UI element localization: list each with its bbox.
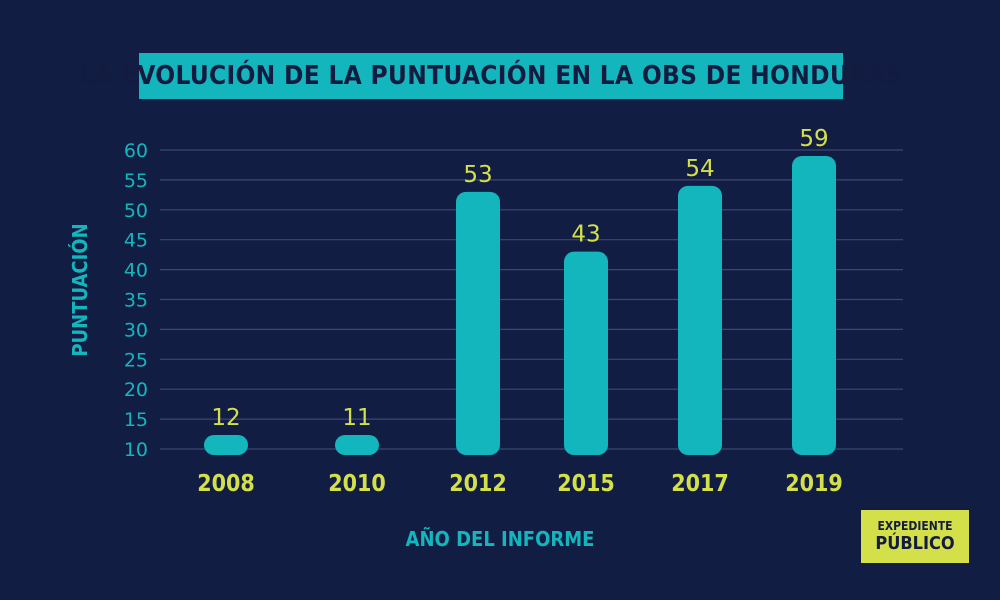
bar-value-label: 11 — [342, 405, 371, 431]
bar-value-label: 53 — [463, 162, 492, 188]
bar — [792, 155, 836, 456]
x-tick-label: 2015 — [557, 471, 615, 497]
y-tick-label: 50 — [124, 200, 148, 222]
expediente-publico-logo: EXPEDIENTE PÚBLICO — [859, 508, 971, 565]
y-tick-label: 20 — [124, 379, 148, 401]
logo-text-line1: EXPEDIENTE — [877, 519, 953, 533]
bar-value-label: 59 — [799, 126, 828, 152]
chart-title: LA EVOLUCIÓN DE LA PUNTUACIÓN EN LA OBS … — [79, 61, 903, 91]
y-tick-label: 40 — [124, 260, 148, 282]
x-axis-title: AÑO DEL INFORME — [405, 527, 595, 551]
y-tick-label: 30 — [124, 319, 148, 341]
bar-value-label: 54 — [685, 156, 714, 182]
x-tick-label: 2012 — [449, 471, 507, 497]
x-tick-label: 2010 — [328, 471, 386, 497]
y-tick-label: 10 — [124, 439, 148, 461]
bar — [456, 191, 500, 456]
x-tick-label: 2008 — [197, 471, 255, 497]
x-tick-label: 2019 — [785, 471, 843, 497]
bar — [678, 185, 722, 455]
logo-text-line2: PÚBLICO — [875, 533, 955, 554]
y-tick-label: 15 — [124, 409, 148, 431]
y-tick-label: 25 — [124, 349, 148, 371]
chart-title-banner: LA EVOLUCIÓN DE LA PUNTUACIÓN EN LA OBS … — [79, 53, 903, 99]
bar — [204, 435, 248, 455]
y-tick-label: 45 — [124, 230, 148, 252]
bar-value-label: 12 — [211, 405, 240, 431]
bar-value-label: 43 — [571, 222, 600, 248]
y-tick-label: 55 — [124, 170, 148, 192]
bar — [564, 251, 608, 455]
x-tick-label: 2017 — [671, 471, 729, 497]
bar — [335, 435, 379, 455]
y-axis-title: PUNTUACIÓN — [68, 223, 92, 357]
y-tick-label: 60 — [124, 140, 148, 162]
y-tick-label: 35 — [124, 290, 148, 312]
